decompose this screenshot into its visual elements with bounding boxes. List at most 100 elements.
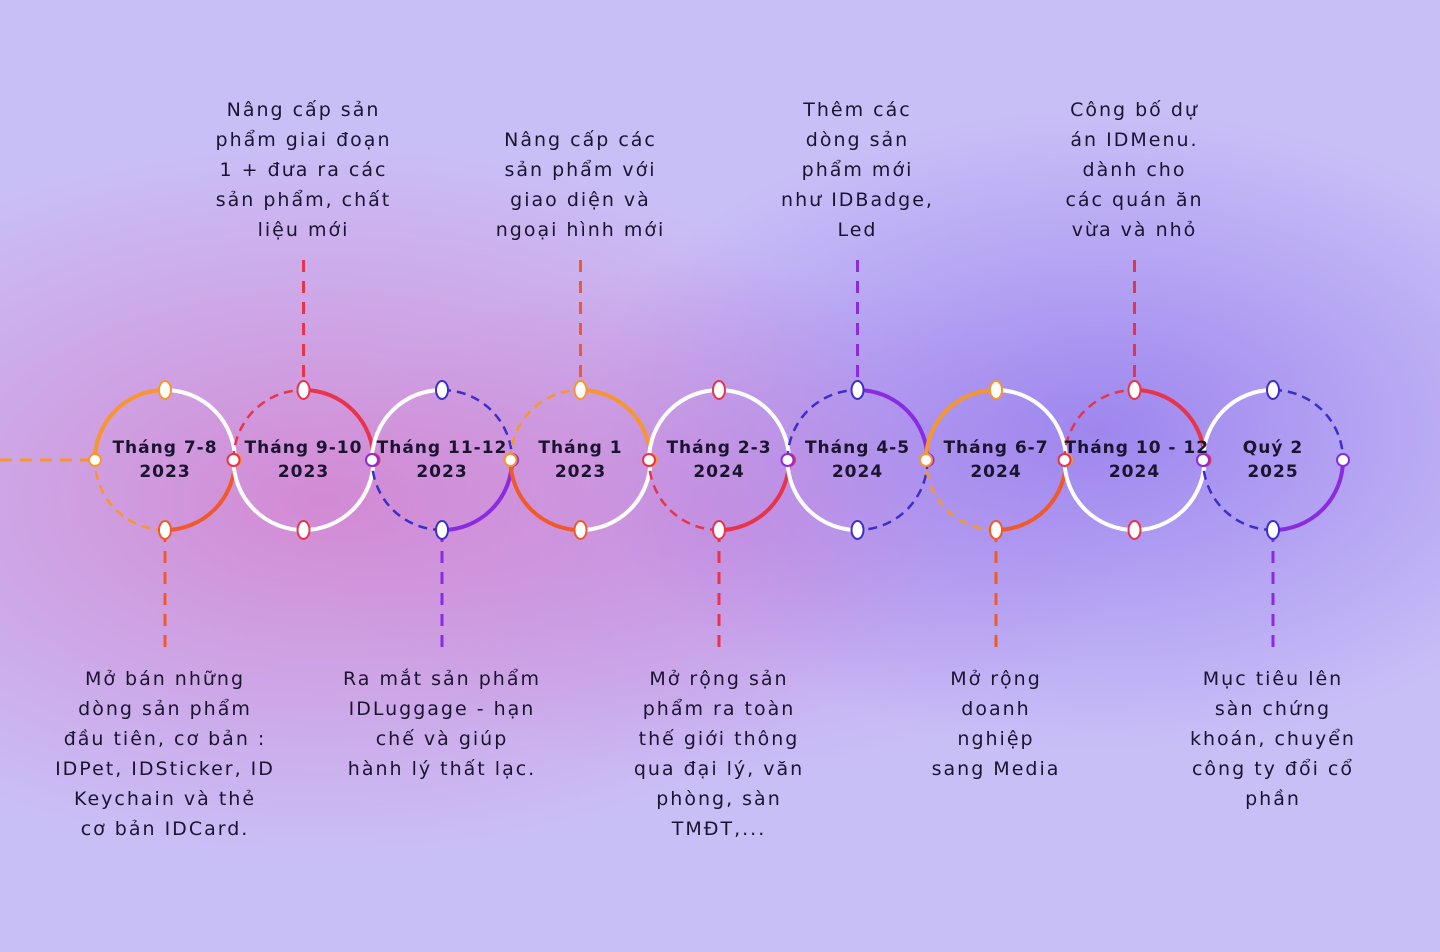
milestone-ring-segment — [232, 388, 304, 461]
milestone-note-line: Mở rộng — [950, 668, 1042, 690]
timeline-node-dot — [642, 453, 656, 467]
milestone-note: Mục tiêu lên sàn chứng khoán, chuyển công t… — [1153, 664, 1393, 814]
timeline-node-dot — [365, 453, 379, 467]
milestone-m4 — [503, 260, 658, 540]
timeline-node-dot — [435, 520, 449, 540]
milestone-ring-segment — [1272, 388, 1345, 461]
milestone-ring-segment — [509, 388, 581, 461]
milestone-label-line: Tháng 10 - 12 — [1064, 438, 1210, 458]
milestone-label: Tháng 4-5 2024 — [788, 436, 928, 484]
milestone-ring-segment — [508, 459, 581, 532]
timeline-node-dot — [573, 520, 588, 540]
milestone-note-line: Thêm các — [803, 99, 912, 121]
milestone-note-line: Mở bán những — [84, 668, 246, 690]
milestone-label-line: 2024 — [831, 462, 884, 482]
milestone-label: Tháng 11-12 2023 — [372, 436, 512, 484]
timeline-node-dot — [989, 380, 1003, 400]
milestone-label-line: Tháng 11-12 — [376, 438, 508, 458]
timeline-node-dot — [296, 520, 311, 540]
milestone-note-line: phẩm ra toàn — [642, 698, 796, 720]
milestone-note-line: IDLuggage - hạn — [348, 698, 536, 720]
milestone-note-line: sang Media — [931, 758, 1061, 780]
timeline-node-dot — [573, 380, 588, 400]
milestone-label: Tháng 10 - 12 2024 — [1064, 436, 1210, 484]
timeline-node-dot — [1127, 520, 1142, 540]
milestone-note-line: Led — [837, 219, 878, 241]
timeline-node-dot — [712, 520, 726, 540]
milestone-ring-segment — [1201, 388, 1274, 461]
milestone-m1 — [88, 380, 242, 650]
timeline-node-dot — [919, 453, 933, 467]
milestone-note-line: Công bố dự — [1070, 99, 1199, 121]
milestone-note-line: 1 + đưa ra các — [219, 159, 388, 181]
milestone-m5 — [642, 380, 796, 650]
milestone-m7 — [919, 380, 1073, 650]
milestone-note-line: ngoại hình mới — [495, 219, 666, 241]
milestone-note-line: Mở rộng sản — [649, 668, 789, 690]
milestone-note-line: sản phẩm với — [504, 159, 657, 181]
milestone-note: Mở rộng doanh nghiệp sang Media — [876, 664, 1116, 784]
timeline-node-dot — [88, 453, 102, 467]
milestone-note: Công bố dự án IDMenu. dành cho các quán ăn v… — [1015, 95, 1255, 245]
milestone-note-line: doanh — [961, 698, 1031, 720]
timeline-node-dot — [1127, 380, 1142, 400]
milestone-m6 — [780, 260, 935, 540]
milestone-note-line: sàn chứng — [1214, 698, 1332, 720]
timeline-node-dot — [1336, 453, 1350, 467]
milestone-note-line: hành lý thất lạc. — [347, 758, 537, 780]
milestone-note: Mở rộng sản phẩm ra toàn thế giới thông qua… — [599, 664, 839, 844]
timeline-node-dot — [780, 453, 795, 467]
milestone-note-line: công ty đổi cổ — [1191, 758, 1355, 780]
milestone-label: Tháng 1 2023 — [511, 436, 651, 484]
milestone-label: Tháng 6-7 2024 — [926, 436, 1066, 484]
milestone-label-line: 2023 — [416, 462, 468, 482]
timeline-node-dot — [226, 453, 241, 467]
milestone-ring-segment — [1063, 388, 1135, 461]
milestone-note-line: dành cho — [1082, 159, 1187, 181]
milestone-note-line: nghiệp — [957, 728, 1035, 750]
milestone-ring-segment — [647, 388, 720, 461]
milestone-note-line: phẩm mới — [801, 159, 914, 181]
timeline-node-dot — [1266, 520, 1280, 540]
milestone-m3 — [365, 380, 519, 650]
milestone-ring-segment — [647, 459, 720, 532]
milestone-note: Ra mắt sản phẩm IDLuggage - hạn chế và giú… — [322, 664, 562, 784]
milestone-label: Tháng 7-8 2023 — [95, 436, 235, 484]
milestone-ring-segment — [1272, 459, 1345, 532]
milestone-label-line: Tháng 4-5 — [804, 438, 911, 458]
milestone-ring-segment — [231, 459, 304, 532]
timeline-node-dot — [435, 380, 449, 400]
milestone-m8 — [1057, 260, 1212, 540]
milestone-label-line: 2023 — [554, 462, 607, 482]
milestone-ring-segment — [924, 459, 997, 532]
milestone-note-line: Nâng cấp sản — [226, 99, 381, 121]
timeline-node-dot — [1266, 380, 1280, 400]
milestone-note-line: sản phẩm, chất — [215, 189, 392, 211]
timeline-node-dot — [989, 520, 1003, 540]
milestone-ring-segment — [924, 388, 997, 461]
milestone-note-line: án IDMenu. — [1070, 129, 1199, 151]
milestone-ring-segment — [785, 459, 858, 532]
milestone-note-line: Ra mắt sản phẩm — [343, 668, 541, 690]
milestone-note-line: thế giới thông — [638, 728, 800, 750]
milestone-m2 — [226, 260, 381, 540]
milestone-note-line: Mục tiêu lên — [1202, 668, 1344, 690]
milestone-note-line: khoán, chuyển — [1190, 728, 1356, 750]
milestone-note-line: qua đại lý, văn — [633, 758, 805, 780]
milestone-note: Nâng cấp các sản phẩm với giao diện và ngoạ… — [461, 125, 701, 245]
milestone-ring-segment — [164, 388, 237, 461]
milestone-note-line: dòng sản — [805, 129, 910, 151]
milestone-note-line: Keychain và thẻ — [73, 788, 257, 810]
milestone-note-line: các quán ăn — [1065, 189, 1204, 211]
milestone-ring-segment — [1201, 459, 1274, 532]
timeline-node-dot — [850, 380, 865, 400]
milestone-ring-segment — [1062, 459, 1135, 532]
milestone-note-line: liệu mới — [257, 219, 350, 241]
milestone-label-line: Tháng 7-8 — [112, 438, 218, 458]
milestone-note-line: đầu tiên, cơ bản : — [63, 728, 267, 750]
milestone-label-line: Tháng 2-3 — [666, 438, 772, 458]
milestone-label: Quý 2 2025 — [1203, 436, 1343, 484]
timeline-node-dot — [712, 380, 726, 400]
